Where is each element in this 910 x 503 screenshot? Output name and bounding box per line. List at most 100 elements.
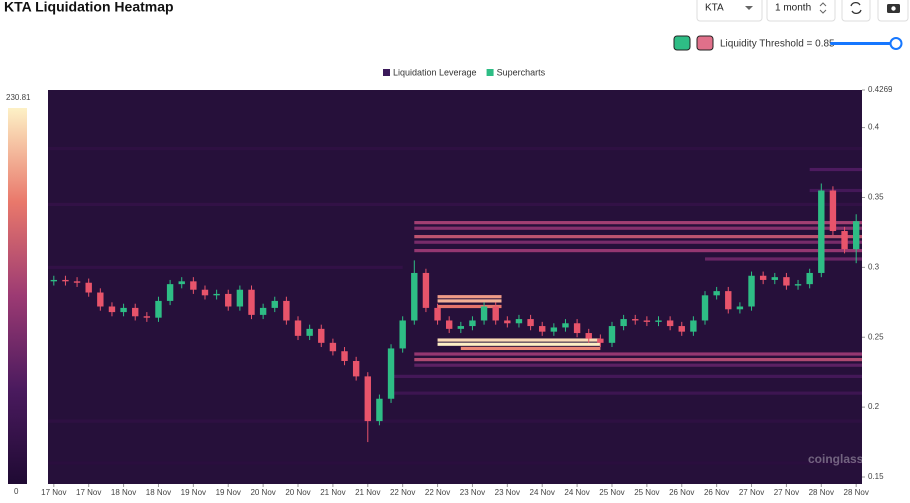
candle-body — [794, 284, 802, 286]
candle-body — [201, 289, 209, 296]
candle-body — [748, 275, 755, 307]
candle-body — [736, 306, 744, 310]
candle-body — [539, 326, 546, 332]
legend-swatch — [383, 69, 390, 76]
candle-body — [318, 328, 325, 343]
y-tick-label: 0.35 — [868, 193, 884, 202]
candle-body — [608, 326, 616, 343]
liquidity-band — [460, 346, 601, 351]
candle-body — [725, 291, 732, 310]
refresh-button[interactable] — [841, 0, 871, 22]
colorbar-min-label: 0 — [14, 487, 19, 496]
legend: Liquidation Leverage Supercharts — [383, 67, 546, 77]
liquidity-band — [48, 419, 862, 423]
candle-body — [178, 281, 185, 285]
y-tick-label: 0.2 — [868, 402, 880, 411]
symbol-select[interactable]: KTA — [696, 0, 763, 22]
liquidity-band — [48, 146, 862, 151]
candle-body — [155, 300, 162, 318]
interval-value: 1 month — [775, 3, 811, 14]
axes: 230.81 0 0.4269 0.4 0.35 0.3 0.25 0.2 0.15 17 Nov… — [6, 85, 893, 497]
candle-body — [597, 338, 604, 343]
interval-select[interactable]: 1 month — [766, 0, 836, 22]
legend-label: Liquidation Leverage — [393, 67, 477, 77]
threshold-slider[interactable] — [830, 37, 903, 50]
candle-body — [771, 277, 778, 280]
liquidity-band — [414, 363, 862, 367]
liquidity-band — [414, 248, 862, 253]
candle-body — [713, 291, 720, 296]
candle-body — [62, 279, 69, 282]
candle-body — [213, 293, 220, 296]
liquidity-band — [414, 352, 862, 356]
liquidity-band — [414, 240, 862, 244]
x-tick-label: 23 Nov — [495, 488, 520, 497]
liquidity-band — [809, 167, 862, 172]
y-tick-label: 0.4 — [868, 123, 880, 132]
y-tick-label: 0.15 — [868, 472, 884, 481]
candle-body — [492, 306, 499, 321]
green-theme-button[interactable] — [673, 35, 691, 51]
x-tick-label: 19 Nov — [216, 488, 241, 497]
x-tick-label: 28 Nov — [809, 488, 834, 497]
x-tick-label: 17 Nov — [76, 488, 101, 497]
threshold-label: Liquidity Threshold = 0.85 — [720, 39, 835, 50]
candle-body — [783, 277, 790, 286]
candles — [50, 183, 860, 443]
candle-body — [352, 361, 360, 377]
candle-body — [108, 306, 116, 313]
x-tick-label: 24 Nov — [564, 488, 589, 497]
candle-body — [504, 320, 511, 324]
colorbar-max-label: 230.81 — [6, 93, 31, 102]
candle-body — [143, 316, 151, 318]
candle-body — [550, 327, 558, 332]
x-tick-label: 20 Nov — [250, 488, 275, 497]
candle-body — [469, 320, 476, 327]
liquidity-band — [48, 202, 862, 207]
x-tick-label: 21 Nov — [320, 488, 345, 497]
liquidity-band — [437, 342, 601, 346]
candle-body — [445, 320, 453, 329]
x-tick-label: 24 Nov — [530, 488, 555, 497]
candle-body — [132, 307, 139, 317]
candle-body — [678, 326, 685, 332]
x-tick-label: 22 Nov — [390, 488, 415, 497]
candle-body — [283, 300, 290, 321]
x-tick-label: 25 Nov — [599, 488, 624, 497]
pink-theme-button[interactable] — [696, 35, 714, 51]
screenshot-button[interactable] — [877, 0, 909, 22]
candle-body — [434, 307, 441, 321]
candle-body — [585, 333, 592, 339]
colorbar — [8, 108, 27, 484]
candle-body — [236, 289, 244, 307]
candle-body — [852, 221, 860, 250]
x-tick-label: 17 Nov — [41, 488, 66, 497]
x-tick-label: 20 Nov — [285, 488, 310, 497]
liquidity-band — [437, 295, 502, 299]
candle-body — [515, 319, 523, 324]
liquidity-band — [48, 265, 403, 269]
x-tick-label: 23 Nov — [460, 488, 485, 497]
candle-body — [841, 231, 848, 250]
x-tick-label: 26 Nov — [704, 488, 729, 497]
liquidity-band — [437, 299, 502, 303]
liquidity-band — [414, 226, 862, 230]
x-tick-label: 25 Nov — [634, 488, 659, 497]
candle-body — [759, 275, 767, 280]
candle-body — [806, 272, 813, 285]
liquidity-band — [437, 338, 601, 342]
liquidity-band — [414, 221, 862, 225]
candle-body — [329, 342, 337, 352]
heatmap — [48, 146, 862, 465]
candle-body — [294, 320, 302, 336]
plot-background — [48, 90, 862, 484]
candle-body — [690, 320, 697, 332]
x-tick-label: 19 Nov — [181, 488, 206, 497]
candle-body — [271, 300, 278, 308]
page-title: KTA Liquidation Heatmap — [4, 0, 174, 15]
candle-body — [364, 376, 371, 422]
candle-body — [655, 320, 662, 322]
x-tick-label: 27 Nov — [774, 488, 799, 497]
candle-body — [411, 272, 418, 321]
